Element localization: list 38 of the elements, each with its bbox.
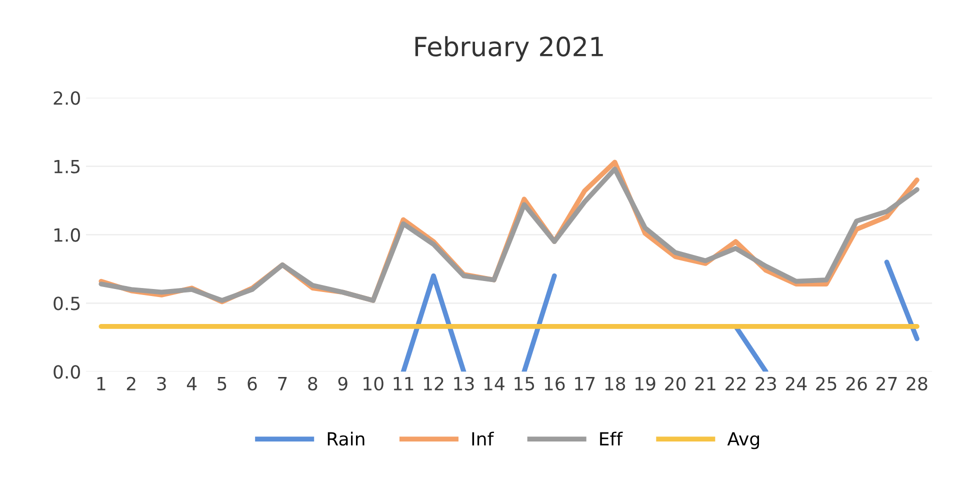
x-tick-label: 22 xyxy=(726,376,746,390)
x-tick-label: 18 xyxy=(605,376,626,390)
y-tick-label: 1.5 xyxy=(54,160,80,174)
x-tick-label: 6 xyxy=(248,376,257,390)
x-tick-label: 17 xyxy=(575,377,595,390)
y-tick-label: 0.5 xyxy=(54,296,80,310)
x-tick-label: 9 xyxy=(338,376,348,390)
y-tick-label: 1.0 xyxy=(54,228,80,242)
x-tick-label: 12 xyxy=(424,376,444,390)
legend-label: Rain xyxy=(328,432,364,446)
x-tick-label: 5 xyxy=(218,377,226,390)
x-tick-label: 2 xyxy=(126,376,136,390)
x-tick-label: 13 xyxy=(454,376,474,390)
x-tick-label: 14 xyxy=(484,377,504,390)
x-tick-label: 15 xyxy=(514,377,534,390)
x-tick-label: 3 xyxy=(157,376,166,390)
legend-label: Inf xyxy=(472,432,494,446)
y-tick-label: 2.0 xyxy=(54,91,80,105)
x-tick-label: 25 xyxy=(816,376,836,390)
x-tick-label: 21 xyxy=(695,376,716,390)
y-tick-label: 0.0 xyxy=(54,365,80,379)
x-tick-label: 20 xyxy=(665,376,686,390)
x-tick-label: 24 xyxy=(786,376,807,390)
legend-label: Avg xyxy=(727,432,759,450)
x-tick-label: 10 xyxy=(364,376,384,390)
x-tick-label: 4 xyxy=(186,377,197,390)
x-tick-label: 23 xyxy=(756,376,776,390)
x-tick-label: 16 xyxy=(544,376,565,390)
x-tick-label: 8 xyxy=(308,376,318,390)
x-tick-label: 28 xyxy=(906,376,928,390)
x-tick-label: 1 xyxy=(97,377,106,390)
x-tick-label: 26 xyxy=(846,376,867,390)
x-tick-label: 7 xyxy=(278,377,287,390)
x-tick-label: 11 xyxy=(394,377,414,390)
legend-label: Eff xyxy=(600,432,623,446)
x-tick-label: 27 xyxy=(876,376,897,390)
chart-title: February 2021 xyxy=(415,36,603,62)
x-tick-label: 19 xyxy=(636,376,656,390)
